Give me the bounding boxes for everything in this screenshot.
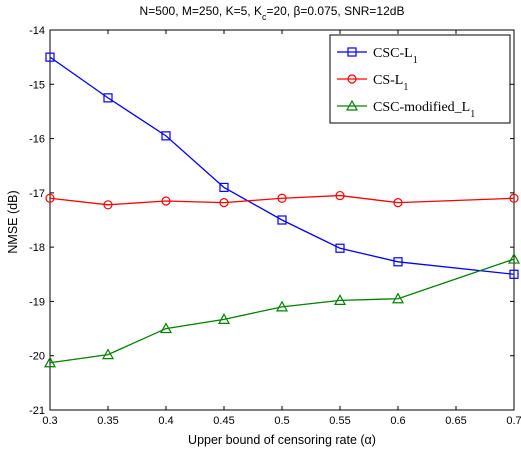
legend-label: CSC-modified_L1 xyxy=(373,100,475,120)
triangle-marker xyxy=(217,313,231,324)
x-tick-label: 0.3 xyxy=(42,415,57,427)
y-tick-label: -15 xyxy=(29,79,45,91)
circle-marker xyxy=(335,190,345,201)
legend-label: CS-L1 xyxy=(373,73,408,93)
triangle-marker xyxy=(333,294,347,305)
triangle-marker xyxy=(507,252,521,264)
x-tick-label: 0.65 xyxy=(445,415,466,427)
series-line xyxy=(49,258,515,364)
x-tick-label: 0.7 xyxy=(506,415,521,427)
circle-marker xyxy=(509,193,519,203)
chart-title: N=500, M=250, K=5, Kc=20, β=0.075, SNR=1… xyxy=(140,4,405,22)
x-tick-label: 0.5 xyxy=(274,415,289,427)
circle-marker xyxy=(393,198,403,208)
x-tick-label: 0.4 xyxy=(158,415,173,427)
plot-area: 0.3 0.35 0.4 0.45 0.5 0.55 0.6 0.65 0.7 -21 -20 -19… xyxy=(29,25,521,427)
series-3 xyxy=(43,252,521,368)
circle-marker xyxy=(347,74,357,84)
triangle-marker xyxy=(101,348,115,360)
square-marker xyxy=(45,52,55,62)
triangle-marker xyxy=(275,300,289,312)
series-1 xyxy=(45,52,519,279)
x-tick-label: 0.35 xyxy=(97,415,118,427)
triangle-marker xyxy=(43,356,57,368)
square-marker xyxy=(335,243,345,253)
y-tick-label: -19 xyxy=(29,296,45,308)
series-line xyxy=(49,194,515,206)
legend: CSC-L1 CS-L1 CSC-modified_L1 xyxy=(329,34,511,124)
triangle-marker xyxy=(159,322,173,334)
square-marker xyxy=(347,47,357,57)
series-line xyxy=(49,56,515,275)
circle-marker xyxy=(45,193,55,203)
y-tick-label: -14 xyxy=(29,25,45,37)
square-marker xyxy=(509,269,519,279)
y-axis-title: NMSE (dB) xyxy=(6,190,20,253)
circle-marker xyxy=(219,198,229,208)
circle-marker xyxy=(277,193,287,203)
x-tick-label: 0.55 xyxy=(329,415,350,427)
triangle-marker xyxy=(391,292,405,304)
y-tick-label: -16 xyxy=(29,134,45,146)
x-tick-label: 0.45 xyxy=(213,415,234,427)
x-axis-title: Upper bound of censoring rate (α) xyxy=(188,433,376,447)
square-marker xyxy=(103,93,113,103)
square-marker xyxy=(161,131,171,141)
x-tick-label: 0.6 xyxy=(390,415,405,427)
square-marker xyxy=(219,182,229,193)
legend-label: CSC-L1 xyxy=(373,46,418,66)
circle-marker xyxy=(103,200,113,210)
y-tick-label: -20 xyxy=(29,351,45,363)
triangle-marker xyxy=(345,99,359,111)
circle-marker xyxy=(161,196,171,206)
series-2 xyxy=(45,190,519,210)
y-tick-label: -21 xyxy=(29,405,45,417)
y-tick-label: -18 xyxy=(29,242,45,254)
square-marker xyxy=(393,257,403,267)
y-tick-label: -17 xyxy=(29,188,45,200)
square-marker xyxy=(277,215,287,225)
